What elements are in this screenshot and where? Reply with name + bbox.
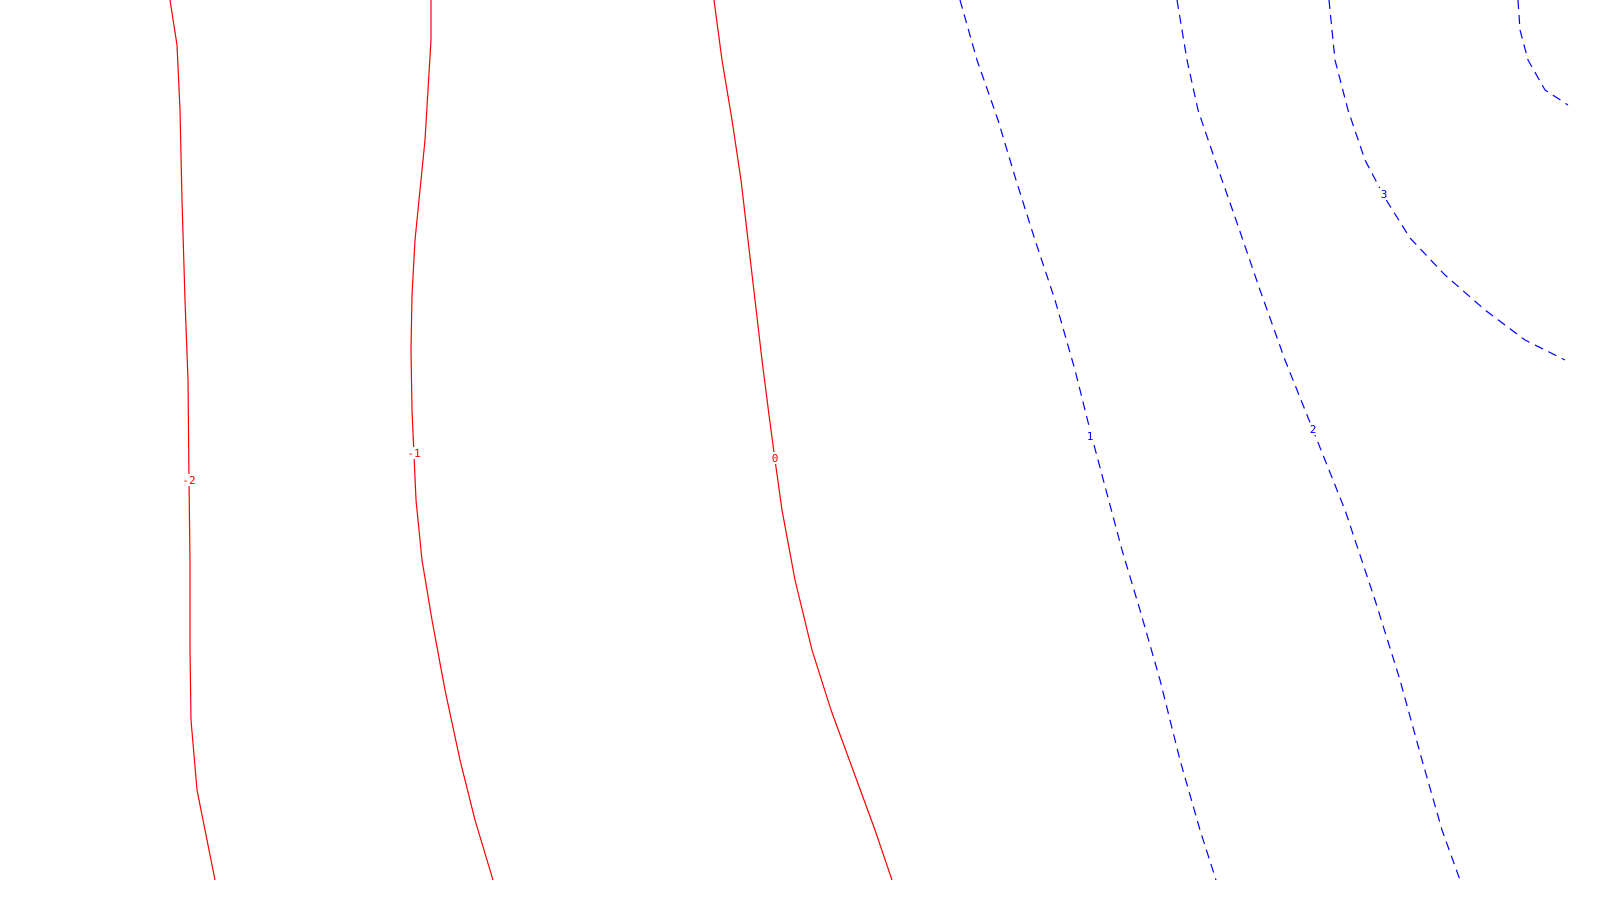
contour-lines [169,0,1569,881]
contour-line-3 [1328,0,1566,361]
contour-line-2 [1176,0,1461,881]
contour-label-neg1: -1 [407,447,420,460]
contour-label-bg-1 [1083,430,1097,442]
contour-line-0 [713,0,893,881]
contour-label-neg2: -2 [182,474,195,487]
contour-label-0: 0 [772,452,779,465]
contour-label-1: 1 [1087,430,1094,443]
contour-label-2: 2 [1310,423,1317,436]
contour-line-4 [1517,0,1569,106]
contour-label-bg-2 [1306,423,1320,435]
contour-labels: -2 -1 0 1 2 3 [182,188,1391,487]
contour-line-neg1 [410,0,494,881]
contour-label-bg-3 [1377,188,1391,200]
contour-label-3: 3 [1381,188,1388,201]
contour-label-bg-neg1 [407,447,421,459]
contour-label-bg-0 [768,452,782,464]
contour-label-bg-neg2 [182,474,196,486]
